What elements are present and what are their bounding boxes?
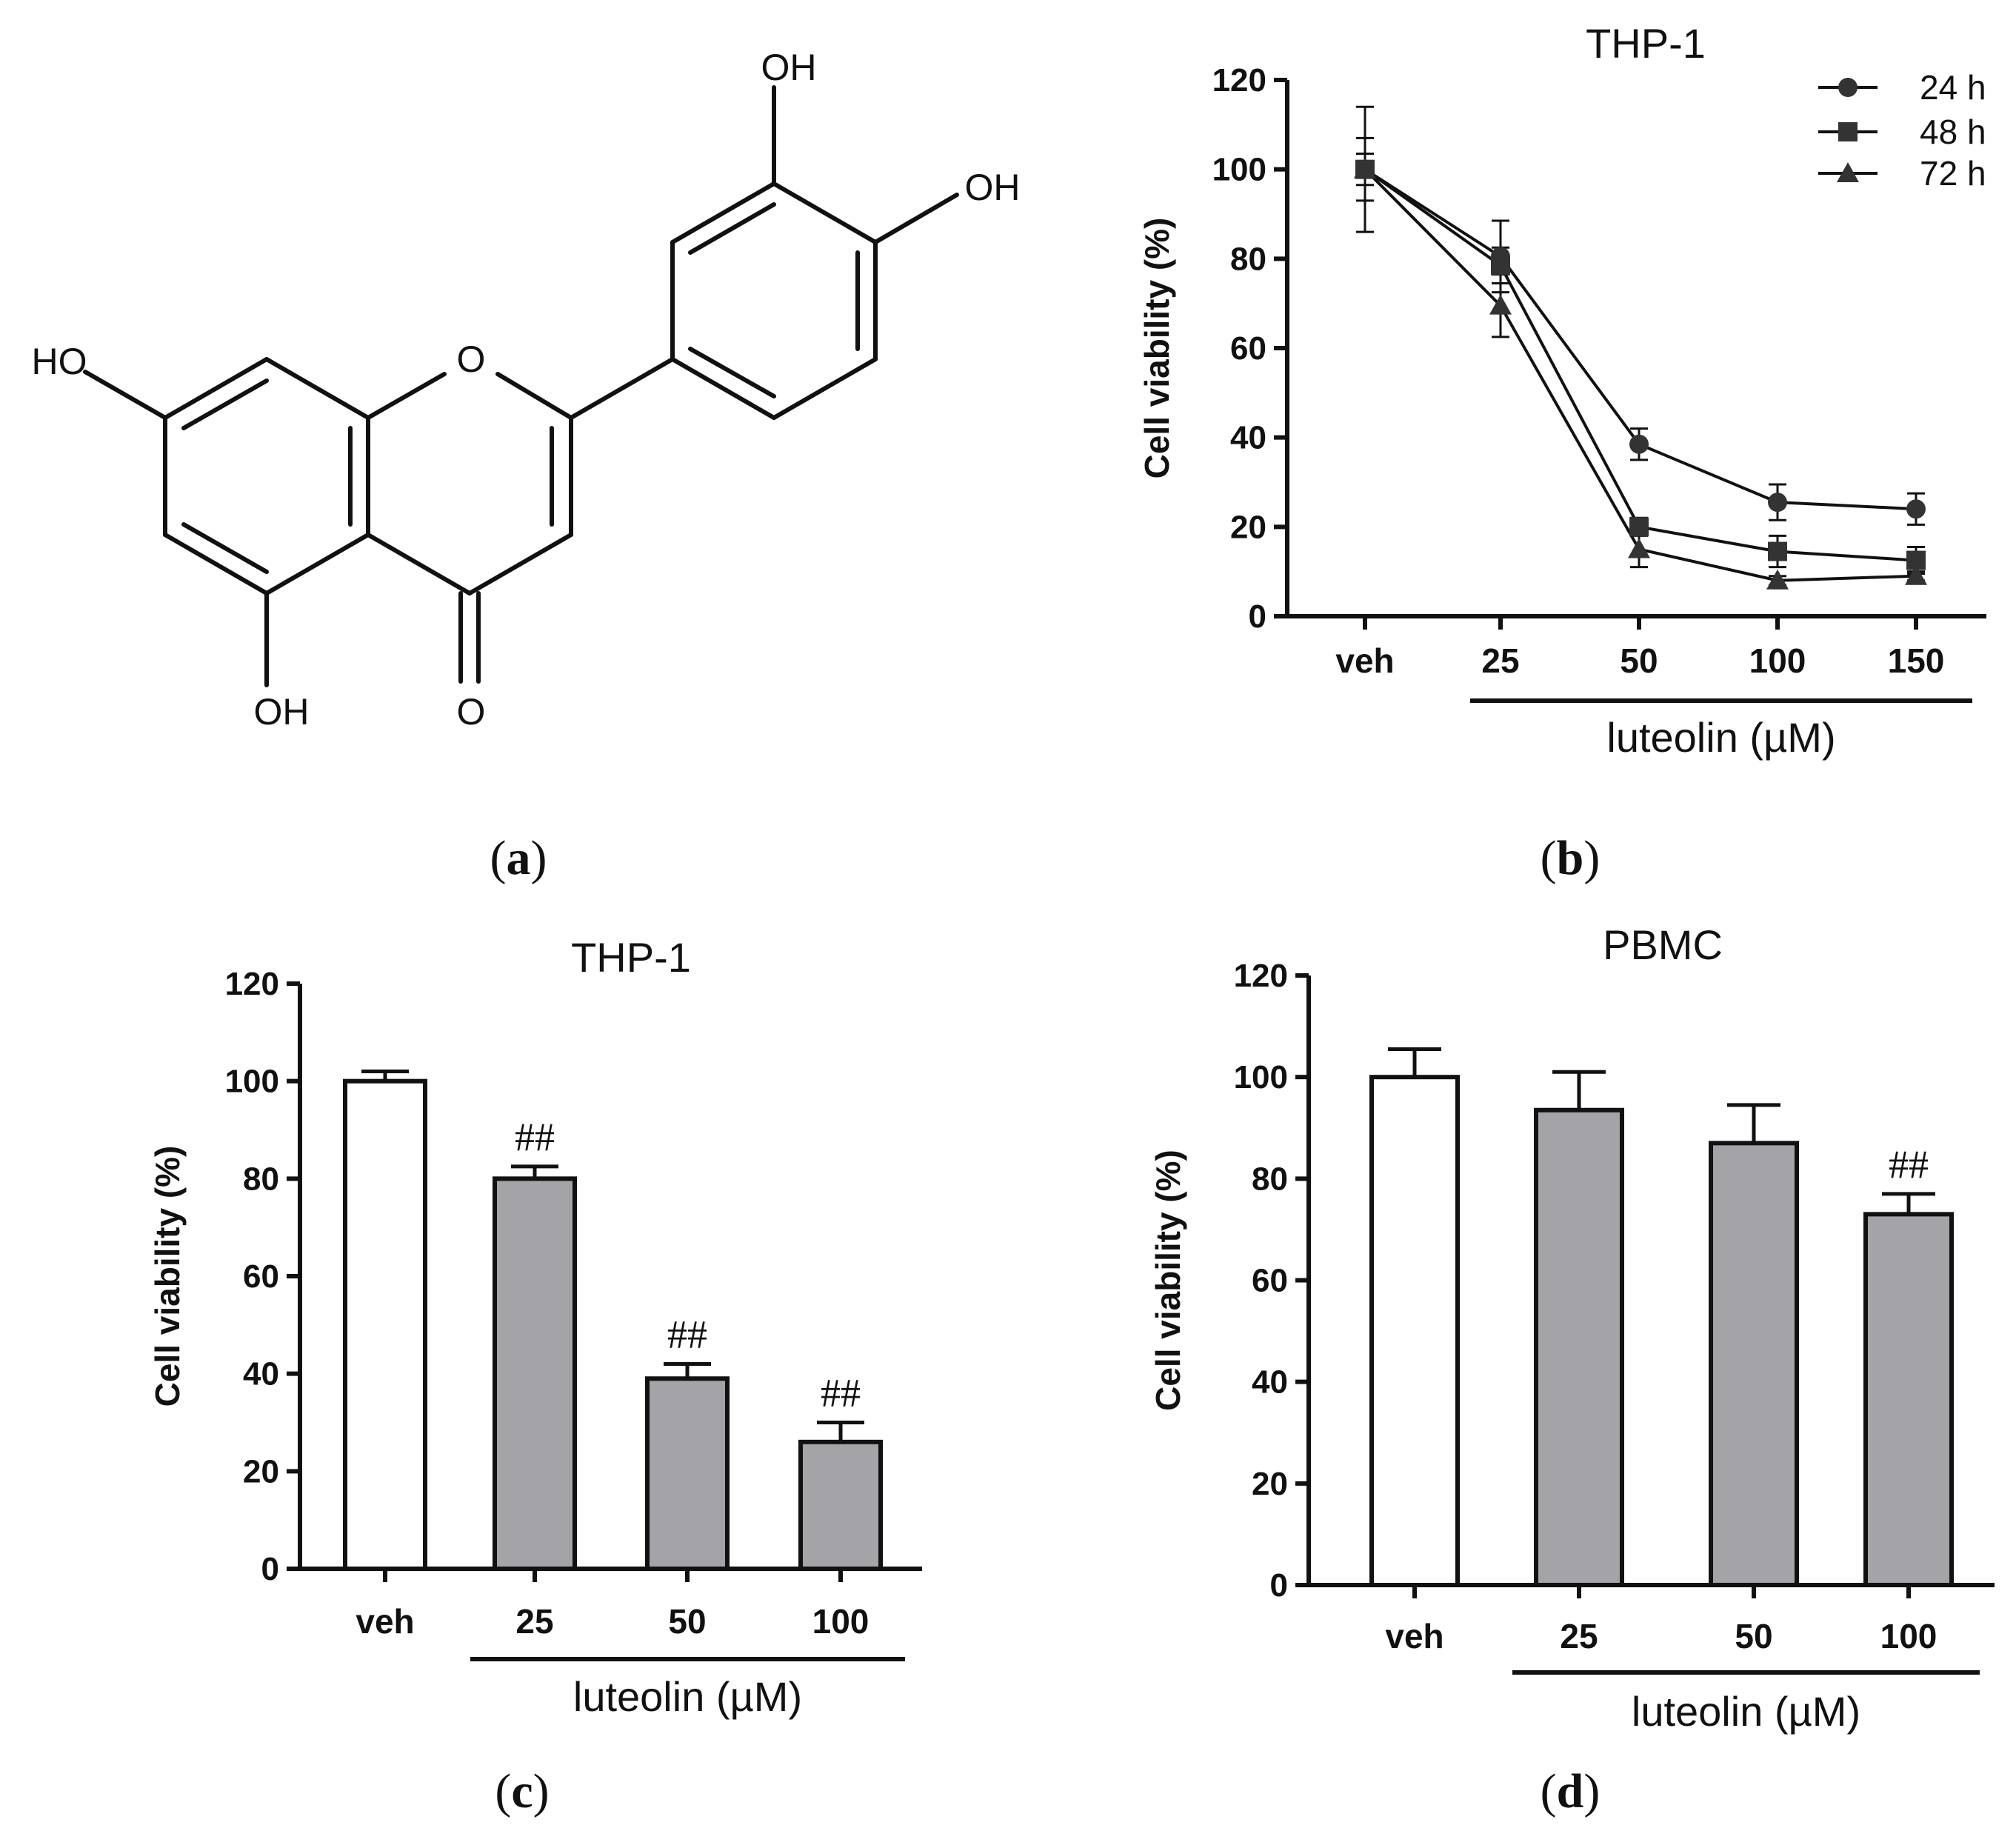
x-tick-label: 25 — [1481, 641, 1519, 680]
legend-label: 48 h — [1920, 113, 1986, 151]
y-tick-label: 80 — [243, 1161, 279, 1197]
y-tick-label: 120 — [225, 966, 279, 1002]
luteolin-structure: OH OH HO OH O O — [32, 47, 1021, 733]
y-tick-label: 80 — [1230, 241, 1266, 277]
atom-label: HO — [32, 341, 87, 382]
panel-label-d: (d) — [1541, 1764, 1601, 1818]
y-tick-label: 20 — [1230, 509, 1266, 545]
data-point-square — [1768, 541, 1787, 561]
bar-veh — [1369, 1075, 1460, 1587]
y-tick-label: 0 — [1249, 598, 1266, 635]
atom-label: OH — [965, 167, 1021, 208]
legend-marker-triangle — [1837, 162, 1859, 182]
panel-label-c: (c) — [495, 1764, 549, 1818]
atom-label: O — [457, 691, 486, 733]
y-tick-label: 40 — [1252, 1364, 1288, 1401]
x-tick-label: 50 — [1735, 1617, 1772, 1655]
legend-marker-circle — [1838, 78, 1858, 97]
atom-label: OH — [761, 47, 817, 88]
y-axis-label: Cell viability (%) — [1149, 1150, 1187, 1411]
panel-label-a: (a) — [490, 831, 547, 885]
line-series-circle — [1364, 167, 1917, 511]
data-point-triangle — [1628, 538, 1650, 558]
y-tick-label: 60 — [1252, 1263, 1288, 1299]
y-axis-label: Cell viability (%) — [148, 1146, 187, 1407]
y-tick-label: 120 — [1212, 62, 1266, 99]
legend-label: 24 h — [1920, 68, 1986, 107]
y-tick-label: 20 — [243, 1453, 279, 1490]
y-tick-label: 0 — [261, 1551, 279, 1587]
data-point-triangle — [1766, 569, 1789, 590]
bar-veh — [343, 1078, 427, 1571]
chart-title: THP-1 — [1586, 20, 1706, 67]
x-tick-label: 100 — [812, 1602, 870, 1641]
chart-title: PBMC — [1603, 921, 1723, 968]
panel-label-b: (b) — [1541, 831, 1601, 885]
x-tick-label: 50 — [1620, 641, 1658, 680]
x-tick-label: veh — [1335, 641, 1394, 680]
data-point-circle — [1629, 434, 1649, 454]
chart-bar-thp1: 0 20 40 60 80 100 120 THP-1 Cell viability (%) ve… — [148, 934, 922, 1720]
y-tick-label: 100 — [1212, 152, 1266, 188]
data-point-square — [1491, 256, 1510, 276]
x-tick-label: 25 — [515, 1602, 553, 1641]
line-series-square — [1364, 168, 1917, 562]
x-tick-label: 25 — [1560, 1617, 1598, 1655]
x-axis-label: luteolin (µM) — [1606, 714, 1835, 761]
bar-25 — [1534, 1107, 1624, 1587]
y-axis-label: Cell viability (%) — [1138, 218, 1176, 479]
y-tick-label: 100 — [1234, 1059, 1288, 1095]
data-point-circle — [1768, 493, 1787, 513]
y-tick-label: 60 — [243, 1258, 279, 1295]
significance-marker: ## — [1889, 1142, 1929, 1187]
chart-bar-pbmc: 0 20 40 60 80 100 120 PBMC Cell viability (%) veh… — [1149, 921, 1995, 1735]
y-tick-label: 120 — [1234, 958, 1288, 994]
legend-marker-square — [1838, 122, 1858, 141]
bar-50 — [1709, 1141, 1799, 1587]
significance-marker: ## — [515, 1115, 555, 1159]
y-tick-label: 60 — [1230, 330, 1266, 367]
bar-25 — [493, 1176, 577, 1572]
chart-line-thp1: 0 20 40 60 80 100 120 THP-1 Cell viability (%) ve… — [1138, 20, 1986, 761]
bar-100 — [798, 1439, 883, 1572]
atom-label: OH — [254, 691, 310, 733]
data-point-triangle — [1354, 158, 1376, 179]
chart-title: THP-1 — [571, 934, 691, 981]
bar-100 — [1863, 1212, 1954, 1587]
y-tick-label: 0 — [1270, 1567, 1288, 1604]
legend-label: 72 h — [1920, 154, 1986, 193]
bar-50 — [645, 1376, 730, 1571]
y-tick-label: 40 — [1230, 420, 1266, 456]
data-point-triangle — [1489, 294, 1512, 315]
x-tick-label: 50 — [668, 1602, 706, 1641]
x-tick-label: 100 — [1880, 1617, 1937, 1655]
x-tick-label: veh — [1385, 1617, 1443, 1655]
x-tick-label: veh — [356, 1602, 414, 1641]
significance-marker: ## — [821, 1371, 861, 1415]
y-tick-label: 80 — [1252, 1161, 1288, 1197]
y-tick-label: 20 — [1252, 1466, 1288, 1502]
x-axis-label: luteolin (µM) — [573, 1673, 802, 1720]
significance-marker: ## — [667, 1312, 707, 1357]
y-tick-label: 40 — [243, 1356, 279, 1392]
data-point-square — [1629, 517, 1649, 537]
data-point-triangle — [1905, 564, 1927, 585]
y-tick-label: 100 — [225, 1064, 279, 1100]
x-tick-label: 100 — [1749, 641, 1806, 680]
x-tick-label: 150 — [1888, 641, 1945, 680]
x-axis-label: luteolin (µM) — [1632, 1688, 1860, 1735]
data-point-circle — [1906, 499, 1926, 519]
atom-label: O — [457, 338, 486, 380]
